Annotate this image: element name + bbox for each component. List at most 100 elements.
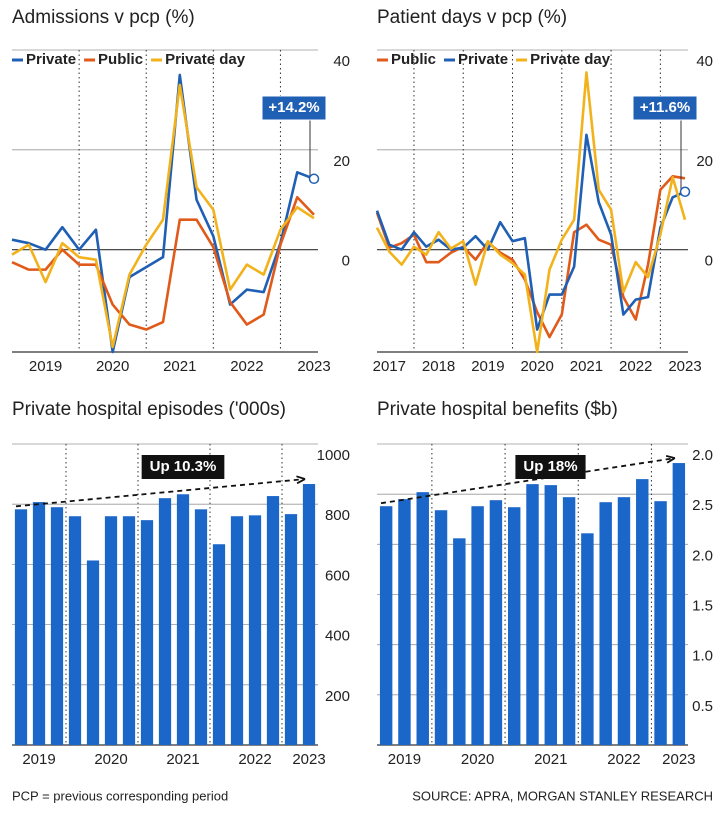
legend-label: Private: [26, 51, 76, 68]
bar: [230, 516, 244, 745]
annotation-text: +11.6%: [640, 99, 690, 116]
arrow-head: [296, 475, 306, 485]
y-tick-label: 0: [705, 253, 713, 270]
x-tick-label: 2023: [297, 358, 330, 375]
bar: [212, 544, 226, 745]
legend-label: Private day: [530, 51, 611, 68]
bar: [526, 484, 539, 745]
bar: [68, 516, 82, 745]
bar: [194, 509, 208, 745]
bar: [581, 533, 594, 745]
bar: [453, 538, 466, 745]
annotation-text: Up 10.3%: [150, 458, 217, 475]
bar: [302, 484, 316, 745]
y-tick-label: 2.5: [692, 497, 713, 514]
bar: [32, 502, 46, 745]
bar: [416, 492, 429, 745]
x-tick-label: 2019: [388, 751, 421, 768]
x-tick-label: 2022: [230, 358, 263, 375]
legend-label: Private: [458, 51, 508, 68]
bar: [266, 496, 280, 745]
bar: [489, 500, 503, 745]
bar: [86, 560, 100, 745]
x-tick-label: 2021: [534, 751, 567, 768]
y-tick-label: 40: [333, 53, 350, 70]
x-tick-label: 2020: [94, 751, 127, 768]
x-tick-label: 2023: [668, 358, 701, 375]
y-tick-label: 2.0: [692, 547, 713, 564]
annotation-text: Up 18%: [523, 458, 577, 475]
annotation-point: [679, 186, 691, 198]
x-tick-label: 2022: [619, 358, 652, 375]
bar: [158, 498, 172, 745]
bar: [636, 479, 649, 745]
bar: [14, 509, 28, 745]
chart-title: Admissions v pcp (%): [12, 7, 195, 28]
bar: [140, 520, 154, 745]
bar: [654, 501, 667, 745]
series-line: [375, 174, 686, 339]
bar: [176, 494, 190, 745]
source: SOURCE: APRA, MORGAN STANLEY RESEARCH: [412, 788, 713, 803]
bar: [379, 506, 393, 745]
bar: [544, 485, 558, 745]
x-tick-label: 2019: [471, 358, 504, 375]
y-tick-label: 800: [325, 507, 350, 524]
x-tick-label: 2021: [163, 358, 196, 375]
annotation-box: [515, 455, 586, 479]
bar: [398, 499, 411, 745]
y-tick-label: 20: [696, 153, 713, 170]
series-line: [11, 195, 315, 331]
y-tick-label: 1.5: [692, 597, 713, 614]
series-line: [375, 133, 686, 331]
bar: [104, 516, 118, 745]
x-tick-label: 2018: [422, 358, 455, 375]
y-tick-label: 1000: [317, 447, 350, 464]
bar: [284, 514, 298, 745]
legend-label: Private day: [165, 51, 246, 68]
bar: [672, 463, 686, 745]
bar: [617, 497, 631, 745]
x-tick-label: 2023: [292, 751, 325, 768]
bar: [471, 506, 484, 745]
bar: [434, 510, 448, 745]
x-tick-label: 2021: [570, 358, 603, 375]
bar: [562, 497, 576, 745]
x-tick-label: 2020: [96, 358, 129, 375]
y-tick-label: 400: [325, 628, 350, 645]
y-tick-label: 0: [342, 253, 350, 270]
x-tick-label: 2019: [29, 358, 62, 375]
x-tick-label: 2017: [373, 358, 406, 375]
annotation-box: [632, 95, 698, 121]
bar: [248, 515, 262, 745]
x-tick-label: 2020: [461, 751, 494, 768]
y-tick-label: 200: [325, 688, 350, 705]
y-tick-label: 40: [696, 53, 713, 70]
footnote: PCP = previous corresponding period: [12, 788, 228, 803]
bar: [50, 507, 64, 745]
x-tick-label: 2022: [607, 751, 640, 768]
series-line: [375, 71, 687, 354]
trend-arrow: [380, 457, 675, 505]
chart-title: Private hospital episodes ('000s): [12, 399, 286, 420]
series-line: [11, 73, 315, 354]
x-tick-label: 2023: [662, 751, 695, 768]
y-tick-label: 2.0: [692, 447, 713, 464]
bar: [122, 516, 136, 745]
chart-title: Patient days v pcp (%): [377, 7, 567, 28]
bar: [507, 507, 521, 745]
legend-label: Public: [98, 51, 143, 68]
x-tick-label: 2020: [520, 358, 553, 375]
y-tick-label: 0.5: [692, 698, 713, 715]
annotation-box: [141, 455, 225, 479]
chart-title: Private hospital benefits ($b): [377, 399, 618, 420]
bar: [599, 502, 612, 745]
annotation-point: [308, 173, 320, 185]
trend-arrow: [15, 478, 306, 508]
x-tick-label: 2021: [166, 751, 199, 768]
annotation-text: +14.2%: [268, 99, 319, 116]
x-tick-label: 2019: [22, 751, 55, 768]
x-tick-label: 2022: [238, 751, 271, 768]
series-line: [11, 83, 315, 349]
